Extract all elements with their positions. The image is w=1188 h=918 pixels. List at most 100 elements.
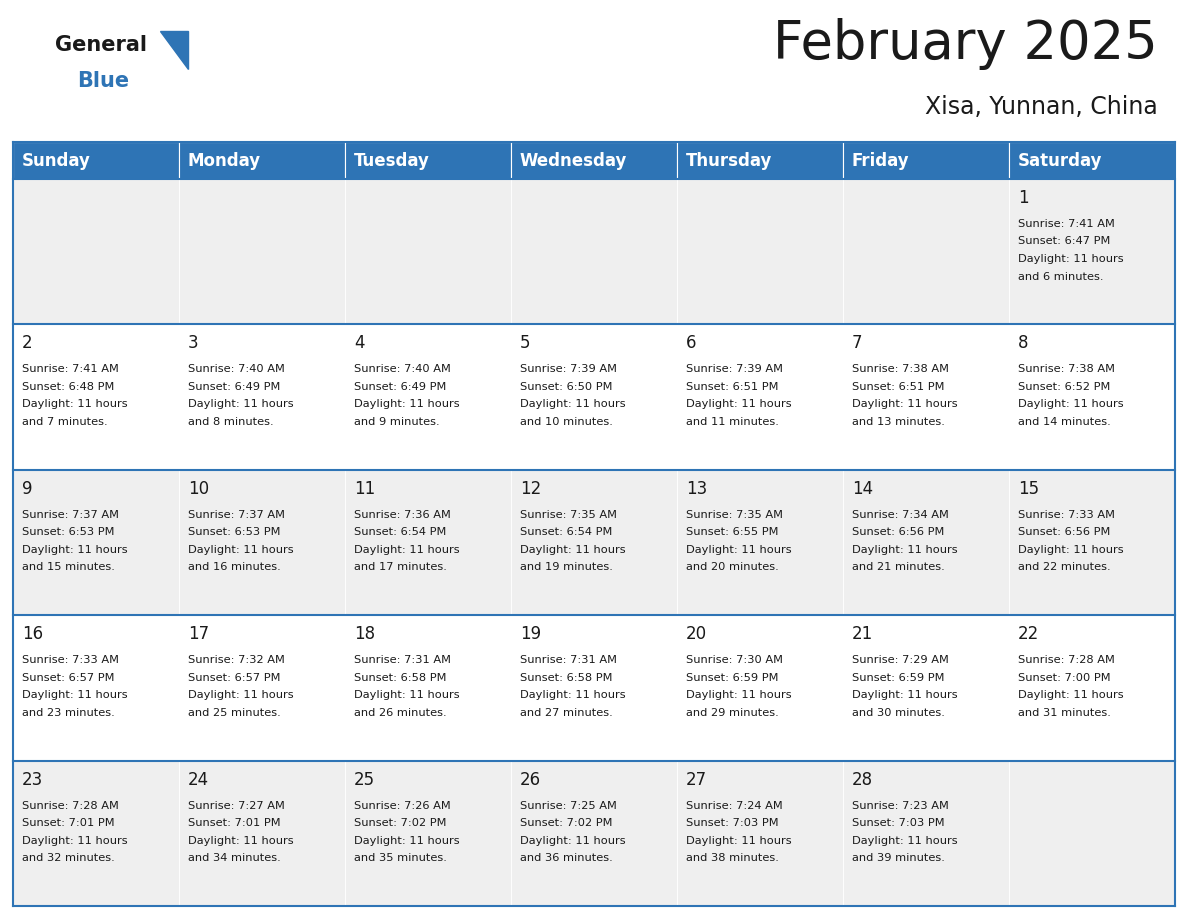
Text: and 30 minutes.: and 30 minutes. (852, 708, 944, 718)
Bar (1009, 179, 1175, 324)
Bar (677, 142, 843, 179)
Bar (511, 470, 677, 615)
Text: 26: 26 (520, 770, 541, 789)
Text: and 25 minutes.: and 25 minutes. (188, 708, 280, 718)
Text: 17: 17 (188, 625, 209, 644)
Text: 4: 4 (354, 334, 365, 353)
Bar (511, 615, 677, 761)
Text: Sunset: 6:59 PM: Sunset: 6:59 PM (852, 673, 944, 683)
Text: Sunrise: 7:28 AM: Sunrise: 7:28 AM (23, 800, 119, 811)
Text: Sunset: 6:55 PM: Sunset: 6:55 PM (685, 527, 778, 537)
Bar (511, 142, 677, 179)
Text: Daylight: 11 hours: Daylight: 11 hours (354, 399, 460, 409)
Text: Sunrise: 7:24 AM: Sunrise: 7:24 AM (685, 800, 783, 811)
Text: Thursday: Thursday (685, 151, 772, 170)
Text: Wednesday: Wednesday (520, 151, 627, 170)
Text: Sunset: 6:54 PM: Sunset: 6:54 PM (520, 527, 612, 537)
Text: Sunrise: 7:28 AM: Sunrise: 7:28 AM (1018, 655, 1114, 666)
Text: Daylight: 11 hours: Daylight: 11 hours (852, 690, 958, 700)
Text: Sunday: Sunday (23, 151, 90, 170)
Bar (843, 179, 1009, 324)
Text: and 22 minutes.: and 22 minutes. (1018, 563, 1111, 572)
Text: 1: 1 (1018, 189, 1029, 207)
Text: Sunrise: 7:30 AM: Sunrise: 7:30 AM (685, 655, 783, 666)
Text: 11: 11 (354, 480, 375, 498)
Text: Sunset: 7:01 PM: Sunset: 7:01 PM (23, 818, 114, 828)
Bar (13, 470, 179, 615)
Text: 8: 8 (1018, 334, 1029, 353)
Text: Daylight: 11 hours: Daylight: 11 hours (188, 544, 293, 554)
Text: Sunrise: 7:35 AM: Sunrise: 7:35 AM (520, 509, 617, 520)
Text: Sunrise: 7:23 AM: Sunrise: 7:23 AM (852, 800, 949, 811)
Text: 21: 21 (852, 625, 873, 644)
Text: Daylight: 11 hours: Daylight: 11 hours (685, 544, 791, 554)
Text: Daylight: 11 hours: Daylight: 11 hours (1018, 690, 1124, 700)
Bar (1009, 761, 1175, 906)
Text: Sunrise: 7:27 AM: Sunrise: 7:27 AM (188, 800, 285, 811)
Bar (511, 761, 677, 906)
Text: Sunset: 6:47 PM: Sunset: 6:47 PM (1018, 237, 1111, 247)
Bar (1009, 142, 1175, 179)
Text: Daylight: 11 hours: Daylight: 11 hours (685, 690, 791, 700)
Bar (179, 615, 345, 761)
Text: Daylight: 11 hours: Daylight: 11 hours (23, 690, 127, 700)
Text: and 8 minutes.: and 8 minutes. (188, 417, 273, 427)
Bar (345, 142, 511, 179)
Bar (179, 179, 345, 324)
Text: 18: 18 (354, 625, 375, 644)
Bar (511, 324, 677, 470)
Bar (1009, 470, 1175, 615)
Text: and 36 minutes.: and 36 minutes. (520, 853, 613, 863)
Text: Sunset: 7:01 PM: Sunset: 7:01 PM (188, 818, 280, 828)
Text: Blue: Blue (77, 71, 129, 91)
Bar (677, 470, 843, 615)
Text: and 15 minutes.: and 15 minutes. (23, 563, 115, 572)
Text: Sunrise: 7:36 AM: Sunrise: 7:36 AM (354, 509, 451, 520)
Text: Daylight: 11 hours: Daylight: 11 hours (685, 835, 791, 845)
Text: and 29 minutes.: and 29 minutes. (685, 708, 779, 718)
Polygon shape (160, 31, 188, 69)
Text: and 11 minutes.: and 11 minutes. (685, 417, 779, 427)
Text: Sunset: 6:56 PM: Sunset: 6:56 PM (1018, 527, 1111, 537)
Text: Sunrise: 7:33 AM: Sunrise: 7:33 AM (1018, 509, 1116, 520)
Text: and 10 minutes.: and 10 minutes. (520, 417, 613, 427)
Text: Sunset: 6:57 PM: Sunset: 6:57 PM (188, 673, 280, 683)
Text: Friday: Friday (852, 151, 910, 170)
Text: Daylight: 11 hours: Daylight: 11 hours (852, 544, 958, 554)
Text: and 27 minutes.: and 27 minutes. (520, 708, 613, 718)
Text: 24: 24 (188, 770, 209, 789)
Text: General: General (55, 35, 147, 55)
Bar (13, 615, 179, 761)
Text: Sunrise: 7:32 AM: Sunrise: 7:32 AM (188, 655, 285, 666)
Bar (843, 470, 1009, 615)
Text: and 9 minutes.: and 9 minutes. (354, 417, 440, 427)
Text: 27: 27 (685, 770, 707, 789)
Text: Sunrise: 7:37 AM: Sunrise: 7:37 AM (188, 509, 285, 520)
Text: and 19 minutes.: and 19 minutes. (520, 563, 613, 572)
Text: Sunset: 6:51 PM: Sunset: 6:51 PM (852, 382, 944, 392)
Bar (843, 324, 1009, 470)
Text: Sunset: 6:54 PM: Sunset: 6:54 PM (354, 527, 447, 537)
Text: Sunset: 7:03 PM: Sunset: 7:03 PM (852, 818, 944, 828)
Text: 10: 10 (188, 480, 209, 498)
Text: Tuesday: Tuesday (354, 151, 430, 170)
Bar (511, 179, 677, 324)
Text: and 23 minutes.: and 23 minutes. (23, 708, 115, 718)
Text: 23: 23 (23, 770, 43, 789)
Text: Sunset: 6:56 PM: Sunset: 6:56 PM (852, 527, 944, 537)
Text: Daylight: 11 hours: Daylight: 11 hours (520, 544, 626, 554)
Text: and 38 minutes.: and 38 minutes. (685, 853, 779, 863)
Text: Daylight: 11 hours: Daylight: 11 hours (852, 835, 958, 845)
Text: Sunrise: 7:31 AM: Sunrise: 7:31 AM (520, 655, 617, 666)
Bar (843, 761, 1009, 906)
Text: and 26 minutes.: and 26 minutes. (354, 708, 447, 718)
Text: Daylight: 11 hours: Daylight: 11 hours (1018, 254, 1124, 264)
Text: Daylight: 11 hours: Daylight: 11 hours (354, 835, 460, 845)
Text: Sunset: 7:00 PM: Sunset: 7:00 PM (1018, 673, 1111, 683)
Text: Sunset: 6:51 PM: Sunset: 6:51 PM (685, 382, 778, 392)
Text: Sunset: 6:53 PM: Sunset: 6:53 PM (188, 527, 280, 537)
Text: 9: 9 (23, 480, 32, 498)
Text: Sunrise: 7:31 AM: Sunrise: 7:31 AM (354, 655, 451, 666)
Bar (179, 142, 345, 179)
Text: 12: 12 (520, 480, 542, 498)
